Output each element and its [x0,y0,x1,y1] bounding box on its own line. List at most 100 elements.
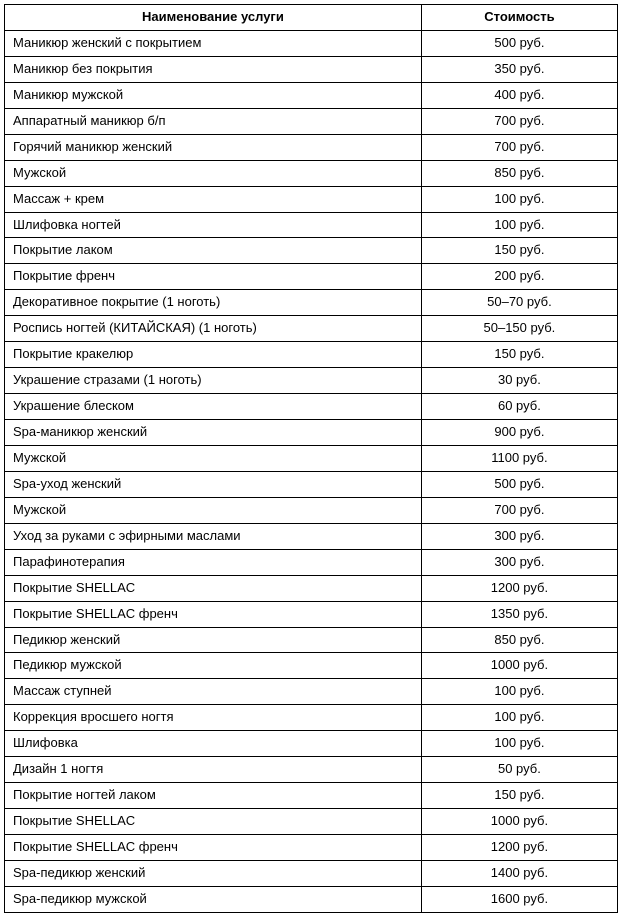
cell-service-name: Покрытие SHELLAC френч [5,835,422,861]
cell-price: 500 руб. [421,30,617,56]
cell-price: 1000 руб. [421,809,617,835]
cell-service-name: Роспись ногтей (КИТАЙСКАЯ) (1 ноготь) [5,316,422,342]
cell-service-name: Покрытие лаком [5,238,422,264]
table-row: Шлифовка ногтей100 руб. [5,212,618,238]
cell-price: 850 руб. [421,160,617,186]
table-row: Украшение блеском60 руб. [5,394,618,420]
table-row: Коррекция вросшего ногтя100 руб. [5,705,618,731]
cell-service-name: Мужской [5,497,422,523]
cell-price: 30 руб. [421,368,617,394]
cell-price: 1100 руб. [421,445,617,471]
table-row: Дизайн 1 ногтя50 руб. [5,757,618,783]
cell-price: 1000 руб. [421,653,617,679]
table-row: Покрытие лаком150 руб. [5,238,618,264]
table-row: Педикюр женский850 руб. [5,627,618,653]
cell-service-name: Покрытие SHELLAC [5,575,422,601]
table-row: Массаж ступней100 руб. [5,679,618,705]
table-row: Декоративное покрытие (1 ноготь)50–70 ру… [5,290,618,316]
cell-price: 700 руб. [421,108,617,134]
table-row: Мужской1100 руб. [5,445,618,471]
cell-service-name: Spa-педикюр женский [5,860,422,886]
price-table: Наименование услуги Стоимость Маникюр же… [4,4,618,913]
cell-service-name: Массаж ступней [5,679,422,705]
cell-price: 900 руб. [421,420,617,446]
cell-price: 1200 руб. [421,575,617,601]
cell-service-name: Украшение стразами (1 ноготь) [5,368,422,394]
cell-price: 500 руб. [421,471,617,497]
table-row: Маникюр женский с покрытием500 руб. [5,30,618,56]
cell-price: 150 руб. [421,342,617,368]
table-row: Педикюр мужской1000 руб. [5,653,618,679]
cell-price: 700 руб. [421,134,617,160]
cell-price: 60 руб. [421,394,617,420]
table-row: Spa-педикюр мужской1600 руб. [5,886,618,912]
table-row: Покрытие SHELLAC1000 руб. [5,809,618,835]
cell-price: 100 руб. [421,186,617,212]
cell-price: 50–70 руб. [421,290,617,316]
cell-service-name: Педикюр женский [5,627,422,653]
table-row: Парафинотерапия300 руб. [5,549,618,575]
cell-service-name: Массаж + крем [5,186,422,212]
cell-service-name: Уход за руками с эфирными маслами [5,523,422,549]
price-table-body: Маникюр женский с покрытием500 руб.Маник… [5,30,618,912]
cell-price: 100 руб. [421,731,617,757]
header-price: Стоимость [421,5,617,31]
cell-price: 100 руб. [421,679,617,705]
cell-price: 150 руб. [421,238,617,264]
cell-service-name: Коррекция вросшего ногтя [5,705,422,731]
table-row: Покрытие кракелюр150 руб. [5,342,618,368]
cell-price: 100 руб. [421,705,617,731]
cell-service-name: Spa-маникюр женский [5,420,422,446]
cell-price: 100 руб. [421,212,617,238]
cell-service-name: Маникюр без покрытия [5,56,422,82]
table-row: Мужской700 руб. [5,497,618,523]
price-table-container: Наименование услуги Стоимость Маникюр же… [0,0,622,917]
table-row: Покрытие SHELLAC френч1200 руб. [5,835,618,861]
cell-service-name: Spa-педикюр мужской [5,886,422,912]
cell-price: 850 руб. [421,627,617,653]
table-row: Покрытие SHELLAC1200 руб. [5,575,618,601]
table-header-row: Наименование услуги Стоимость [5,5,618,31]
cell-price: 300 руб. [421,549,617,575]
table-row: Spa-маникюр женский900 руб. [5,420,618,446]
cell-service-name: Мужской [5,445,422,471]
cell-price: 1600 руб. [421,886,617,912]
header-service-name: Наименование услуги [5,5,422,31]
cell-service-name: Мужской [5,160,422,186]
cell-price: 50 руб. [421,757,617,783]
table-row: Spa-уход женский500 руб. [5,471,618,497]
cell-service-name: Spa-уход женский [5,471,422,497]
cell-service-name: Маникюр мужской [5,82,422,108]
table-row: Уход за руками с эфирными маслами300 руб… [5,523,618,549]
cell-service-name: Горячий маникюр женский [5,134,422,160]
cell-price: 150 руб. [421,783,617,809]
cell-service-name: Педикюр мужской [5,653,422,679]
cell-service-name: Парафинотерапия [5,549,422,575]
table-row: Горячий маникюр женский700 руб. [5,134,618,160]
cell-service-name: Покрытие SHELLAC [5,809,422,835]
table-row: Роспись ногтей (КИТАЙСКАЯ) (1 ноготь)50–… [5,316,618,342]
table-row: Spa-педикюр женский1400 руб. [5,860,618,886]
cell-price: 200 руб. [421,264,617,290]
cell-price: 700 руб. [421,497,617,523]
cell-service-name: Покрытие френч [5,264,422,290]
cell-price: 1400 руб. [421,860,617,886]
table-row: Мужской850 руб. [5,160,618,186]
cell-service-name: Декоративное покрытие (1 ноготь) [5,290,422,316]
cell-service-name: Покрытие кракелюр [5,342,422,368]
cell-service-name: Маникюр женский с покрытием [5,30,422,56]
cell-price: 50–150 руб. [421,316,617,342]
table-row: Покрытие ногтей лаком150 руб. [5,783,618,809]
cell-service-name: Шлифовка ногтей [5,212,422,238]
cell-price: 350 руб. [421,56,617,82]
table-row: Украшение стразами (1 ноготь)30 руб. [5,368,618,394]
table-row: Аппаратный маникюр б/п700 руб. [5,108,618,134]
cell-price: 300 руб. [421,523,617,549]
table-row: Маникюр мужской400 руб. [5,82,618,108]
table-row: Шлифовка100 руб. [5,731,618,757]
cell-price: 400 руб. [421,82,617,108]
cell-price: 1200 руб. [421,835,617,861]
table-row: Массаж + крем100 руб. [5,186,618,212]
cell-service-name: Покрытие SHELLAC френч [5,601,422,627]
cell-service-name: Дизайн 1 ногтя [5,757,422,783]
